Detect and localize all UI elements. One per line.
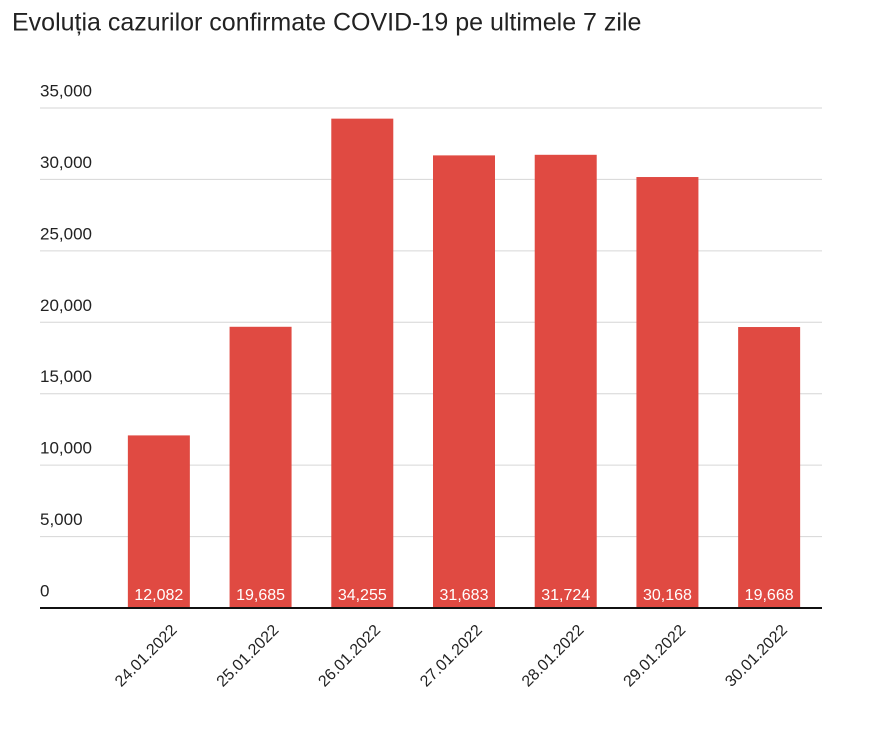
x-tick-label: 24.01.2022 [112,622,181,691]
data-label: 19,685 [236,587,285,604]
data-label: 12,082 [134,587,183,604]
data-label: 19,668 [745,587,794,604]
bar [331,118,394,609]
y-tick-label: 20,000 [40,296,92,315]
x-tick-label: 27.01.2022 [417,622,486,691]
bar [738,327,801,608]
y-tick-label: 5,000 [40,510,83,529]
x-tick-label: 28.01.2022 [519,622,588,691]
data-label: 31,724 [541,587,590,604]
data-label: 34,255 [338,587,387,604]
bar [534,154,597,609]
x-tick-label: 26.01.2022 [315,622,384,691]
x-tick-label: 30.01.2022 [722,622,791,691]
y-tick-label: 25,000 [40,224,92,243]
data-label: 31,683 [440,587,489,604]
y-tick-label: 15,000 [40,367,92,386]
bar [636,177,699,608]
data-label: 30,168 [643,587,692,604]
bar [127,435,190,608]
y-tick-label: 30,000 [40,153,92,172]
chart-title: Evoluția cazurilor confirmate COVID-19 p… [12,9,641,37]
bar [433,155,495,608]
bar [229,326,292,608]
y-tick-label: 0 [40,581,49,600]
x-tick-label: 25.01.2022 [214,622,283,691]
x-tick-label: 29.01.2022 [621,622,690,691]
y-tick-label: 35,000 [40,81,92,100]
y-tick-label: 10,000 [40,439,92,458]
